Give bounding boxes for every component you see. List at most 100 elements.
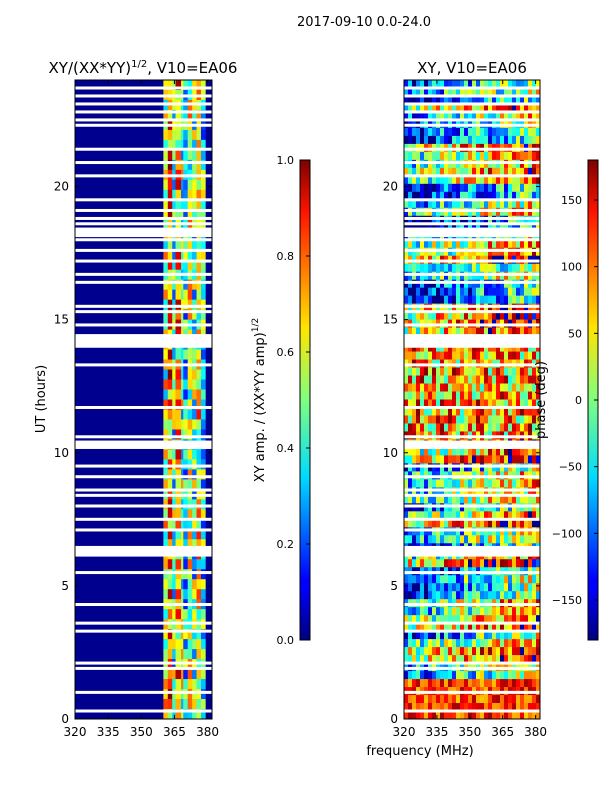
phase-cell — [504, 135, 509, 145]
amp-cell — [167, 189, 173, 201]
phase-cell — [520, 623, 525, 632]
phase-cell — [432, 479, 437, 488]
amp-x-axis-ticks: 320 335 350 365 380 — [64, 80, 219, 739]
phase-cell — [444, 511, 449, 520]
phase-cell — [464, 351, 469, 360]
amp-cell — [187, 209, 193, 221]
phase-cell — [468, 623, 473, 632]
phase-cell — [464, 95, 469, 105]
phase-cell — [464, 239, 469, 249]
phase-cell — [428, 591, 433, 600]
phase-cell — [480, 575, 485, 584]
phase-cell — [480, 175, 485, 185]
phase-cell — [456, 383, 461, 392]
phase-cell — [472, 103, 477, 113]
amp-cell — [200, 529, 206, 540]
phase-cell — [464, 583, 469, 592]
phase-cell — [488, 127, 493, 137]
phase-cell — [412, 607, 417, 616]
phase-cell — [464, 423, 469, 432]
phase-cell — [440, 87, 445, 97]
amp-cell — [167, 209, 173, 221]
phase-cell — [480, 391, 485, 400]
amp-cell — [192, 529, 197, 540]
phase-cell — [532, 263, 537, 272]
amp-cell — [187, 509, 193, 520]
phase-cell — [492, 295, 497, 304]
phase-cell — [516, 591, 521, 600]
phase-cell — [420, 80, 425, 89]
phase-cell — [496, 239, 501, 249]
phase-gap-row — [404, 528, 540, 532]
phase-cell — [412, 167, 417, 177]
phase-cell — [512, 127, 517, 137]
amp-cell — [196, 649, 202, 660]
phase-cell — [528, 631, 533, 640]
phase-cell — [432, 111, 437, 121]
phase-cell — [468, 391, 473, 400]
phase-cell — [444, 447, 449, 456]
phase-cell — [420, 103, 425, 113]
amp-cell — [172, 299, 176, 310]
phase-cell — [532, 519, 537, 528]
amp-cell — [163, 569, 169, 580]
phase-cell — [452, 447, 457, 456]
amp-ytick-label: 10 — [54, 446, 69, 460]
phase-cell — [468, 511, 473, 520]
phase-cell — [524, 679, 529, 688]
phase-cell — [448, 607, 453, 616]
phase-cell — [528, 559, 533, 568]
amp-gap-row — [75, 280, 212, 284]
phase-cell — [520, 615, 525, 624]
phase-cell — [424, 151, 429, 161]
phase-cell — [448, 615, 453, 624]
phase-cell — [460, 535, 465, 544]
phase-cell — [424, 191, 429, 201]
phase-cell — [428, 495, 433, 504]
phase-cell — [472, 391, 477, 400]
phase-cell — [404, 95, 409, 105]
amp-cell — [196, 179, 202, 191]
phase-cell — [416, 103, 421, 113]
phase-cell — [408, 575, 413, 584]
phase-cell — [412, 455, 417, 464]
phase-cell — [480, 559, 485, 568]
phase-cell — [416, 639, 421, 648]
phase-cell — [500, 679, 505, 688]
amp-cell — [175, 629, 182, 640]
phase-cell — [416, 495, 421, 504]
phase-cell — [436, 591, 441, 600]
phase-cell — [436, 127, 441, 137]
phase-cell — [476, 191, 481, 201]
phase-cell — [408, 127, 413, 137]
amp-gap-row — [75, 222, 212, 226]
phase-cell — [500, 615, 505, 624]
phase-gap-band — [404, 336, 540, 347]
phase-cell — [436, 583, 441, 592]
phase-cell — [408, 167, 413, 177]
amp-cell — [196, 369, 202, 380]
phase-cell — [488, 575, 493, 584]
phase-cell — [412, 351, 417, 360]
phase-cell — [508, 95, 513, 105]
phase-cell — [480, 287, 485, 296]
phase-cell — [448, 679, 453, 688]
phase-cell — [444, 399, 449, 408]
amp-cell — [183, 149, 188, 161]
amp-cell — [181, 409, 184, 420]
phase-cell — [512, 407, 517, 416]
phase-cell — [408, 607, 413, 616]
phase-cell — [520, 351, 525, 360]
amp-cell — [192, 209, 197, 221]
phase-cell — [428, 655, 433, 664]
phase-cell — [500, 80, 505, 89]
phase-xtick-label: 380 — [524, 725, 547, 739]
phase-cell — [480, 455, 485, 464]
amp-cell — [200, 629, 206, 640]
phase-cell — [428, 151, 433, 161]
phase-cell — [520, 511, 525, 520]
phase-gap-row — [404, 334, 540, 338]
phase-cell — [460, 151, 465, 161]
phase-cell — [420, 263, 425, 272]
